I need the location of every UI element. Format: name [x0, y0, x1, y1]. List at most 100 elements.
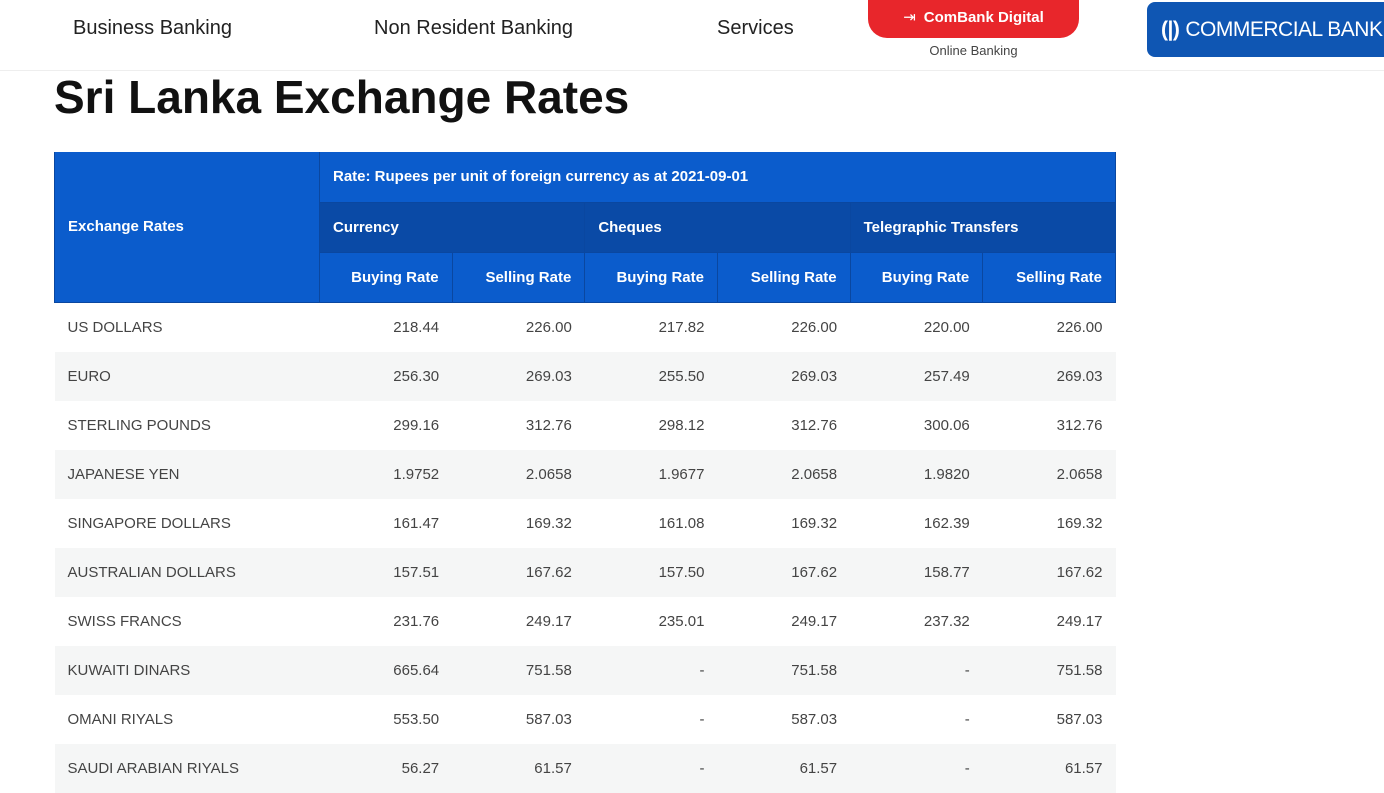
currency-name: KUWAITI DINARS	[54, 645, 320, 695]
rate-cell: 751.58	[982, 645, 1116, 695]
nav-link[interactable]: Business Banking	[73, 17, 232, 39]
rate-cell: 298.12	[658, 416, 705, 434]
rate-cell: 56.27	[319, 743, 453, 793]
rate-cell: 2.0658	[982, 449, 1116, 499]
rate-cell: -	[850, 743, 983, 793]
table-row: US DOLLARS 218.44 226.00 217.82 226.00 220.00…	[55, 302, 1116, 352]
currency-name: AUSTRALIAN DOLLARS	[54, 547, 320, 597]
cta-label: ComBank Digital	[923, 9, 1044, 26]
rate-cell: 1.9820	[850, 449, 983, 499]
rate-cell: 1.9677	[584, 449, 718, 499]
table-row: SINGAPORE DOLLARS 161.47 169.32 161.08 169.3…	[55, 499, 1116, 548]
table-body: US DOLLARS 218.44 226.00 217.82 226.00 220.00…	[54, 302, 1116, 793]
cta-button[interactable]: ⇥ ComBank Digital	[868, 0, 1079, 38]
currency-name: SWISS FRANCS	[67, 612, 182, 630]
rate-cell: 167.62	[982, 547, 1116, 597]
currency-name: SAUDI ARABIAN RIYALS	[54, 743, 320, 793]
top-nav: Business Banking Non Resident Banking Se…	[0, 0, 1384, 71]
page-title: Sri Lanka Exchange Rates	[54, 71, 630, 123]
rate-cell: 249.17	[525, 612, 572, 630]
rate-cell: 61.57	[452, 743, 585, 793]
rate-cell: 587.03	[525, 710, 572, 728]
rate-cell: 226.00	[791, 318, 838, 336]
rate-cell: 312.76	[1056, 416, 1103, 434]
rate-cell: 249.17	[791, 612, 838, 630]
rate-cell: 61.57	[982, 743, 1116, 793]
rate-cell: 226.00	[525, 318, 572, 336]
header-row: Buying Rate Selling Rate Buying Rate Sellin…	[55, 252, 1116, 303]
rate-cell: 257.49	[850, 351, 983, 401]
rate-cell: 312.76	[525, 416, 572, 434]
rate-cell: 169.32	[1056, 514, 1103, 532]
rate-cell: 161.08	[658, 514, 705, 532]
table-row: STERLING POUNDS 299.16 312.76 298.12 312.76 3…	[55, 401, 1116, 450]
rate-cell: 665.64	[319, 645, 453, 695]
rate-cell: 553.50	[393, 710, 440, 728]
rate-cell: 300.06	[923, 416, 970, 434]
rate-cell: 217.82	[658, 318, 705, 336]
table-row: EURO 256.30 269.03 255.50 269.03 257.49 269.03	[54, 351, 1116, 401]
group-header: Telegraphic Transfers	[849, 202, 1117, 253]
rate-cell: 312.76	[791, 416, 838, 434]
rate-cell: 161.47	[393, 514, 440, 532]
rate-cell: 169.32	[791, 514, 838, 532]
rate-cell: -	[964, 710, 970, 728]
header-row: Currency Cheques Telegraphic Transfers	[55, 202, 1117, 253]
rate-cell: 220.00	[923, 318, 970, 336]
currency-name: SINGAPORE DOLLARS	[67, 514, 231, 532]
nav-link[interactable]: Non Resident Banking	[374, 17, 574, 39]
sub-header: Selling Rate	[982, 252, 1116, 303]
currency-name: EURO	[54, 351, 320, 401]
corner-header: Exchange Rates	[54, 152, 320, 303]
rate-cell: 587.03	[791, 710, 838, 728]
sub-header: Buying Rate	[319, 252, 453, 303]
rate-cell: 269.03	[717, 351, 851, 401]
table-row: JAPANESE YEN 1.9752 2.0658 1.9677 2.0658 1.98…	[54, 449, 1116, 499]
rate-cell: 269.03	[452, 351, 585, 401]
rate-cell: 269.03	[982, 351, 1116, 401]
rate-cell: 157.50	[584, 547, 718, 597]
group-header: Currency	[318, 202, 586, 253]
logo-mark: (|)	[1161, 18, 1180, 41]
rate-cell: 231.76	[393, 612, 440, 630]
rate-cell: 751.58	[452, 645, 585, 695]
rate-cell: 226.00	[1056, 318, 1103, 336]
rate-cell: 169.32	[525, 514, 572, 532]
rates-table: Exchange Rates Rate: Rupees per unit of …	[54, 152, 1117, 793]
sub-header: Buying Rate	[849, 252, 984, 303]
login-icon: ⇥	[903, 9, 916, 26]
logo[interactable]: (|) COMMERCIAL BANK	[1147, 2, 1384, 57]
sub-header: Selling Rate	[716, 252, 851, 303]
rate-cell: 1.9752	[319, 449, 453, 499]
currency-name: US DOLLARS	[67, 318, 163, 336]
rate-cell: 61.57	[717, 743, 851, 793]
sub-header: Buying Rate	[584, 252, 718, 303]
currency-name: OMANI RIYALS	[67, 710, 174, 728]
rate-cell: 256.30	[319, 351, 453, 401]
rate-cell: 255.50	[584, 351, 718, 401]
rate-cell: 235.01	[658, 612, 705, 630]
rate-cell: 751.58	[717, 645, 851, 695]
rate-cell: 218.44	[393, 318, 440, 336]
rate-cell: 2.0658	[452, 449, 585, 499]
rate-cell: 157.51	[319, 547, 453, 597]
rate-note: Rate: Rupees per unit of foreign currenc…	[319, 152, 1116, 203]
table-row: KUWAITI DINARS 665.64 751.58-751.58-751.58	[54, 645, 1116, 695]
rate-cell: -	[699, 710, 705, 728]
rate-cell: 587.03	[1056, 710, 1103, 728]
table-head: Exchange Rates Rate: Rupees per unit of …	[54, 152, 1117, 303]
rate-cell: 162.39	[923, 514, 970, 532]
logo-text: COMMERCIAL BANK	[1185, 18, 1383, 41]
rate-cell: -	[584, 743, 718, 793]
currency-name: JAPANESE YEN	[54, 449, 320, 499]
rate-cell: 158.77	[850, 547, 983, 597]
cta-subtitle: Online Banking	[929, 43, 1018, 58]
sub-header: Selling Rate	[451, 252, 586, 303]
table-row: OMANI RIYALS 553.50 587.03 - 587.03 - 587.03	[55, 695, 1116, 744]
rate-cell: 167.62	[717, 547, 851, 597]
currency-name: STERLING POUNDS	[67, 416, 211, 434]
table-row: SWISS FRANCS 231.76 249.17 235.01 249.17 237.…	[55, 597, 1116, 646]
nav-link[interactable]: Services	[717, 17, 794, 39]
